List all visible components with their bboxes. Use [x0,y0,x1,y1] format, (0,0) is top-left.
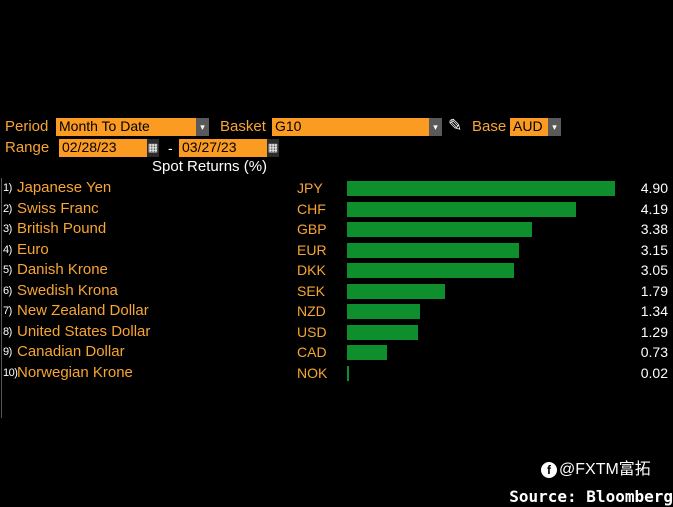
range-separator: - [168,140,173,156]
return-bar [347,324,418,340]
row-rank: 1) [3,182,12,194]
chart-row[interactable]: 8) United States Dollar USD 1.29 [0,322,673,342]
currency-code: NZD [297,303,326,319]
row-rank: 7) [3,305,12,317]
currency-code: CAD [297,344,327,360]
chart-row[interactable]: 3) British Pound GBP 3.38 [0,219,673,239]
range-start-input[interactable]: 02/28/23 [59,139,147,157]
return-value: 0.73 [640,344,668,360]
chart-row[interactable]: 5) Danish Krone DKK 3.05 [0,260,673,280]
return-value: 1.79 [640,282,668,299]
return-bar [347,222,532,237]
return-bar [347,345,387,360]
basket-dropdown[interactable]: G10 [272,118,429,136]
watermark-text: @FXTM富拓 [559,461,651,478]
range-end-calendar-icon[interactable]: ▦ [267,139,279,157]
currency-name: United States Dollar [17,322,151,340]
currency-code: GBP [297,221,327,237]
base-label: Base [472,118,507,135]
return-bar [347,365,349,381]
range-label: Range [5,139,50,156]
row-rank: 2) [3,202,12,215]
currency-name: Danish Krone [17,261,108,278]
currency-code: DKK [297,262,326,278]
fxtm-watermark: f @FXTM富拓 [541,460,651,480]
chart-row[interactable]: 4) Euro EUR 3.15 [0,240,673,260]
currency-code: USD [297,323,327,340]
currency-code: SEK [297,282,326,299]
return-value: 3.38 [640,221,668,237]
basket-chevron-down-icon[interactable]: ▾ [429,118,442,136]
facebook-icon: f [541,461,557,478]
chart-row[interactable]: 7) New Zealand Dollar NZD 1.34 [0,301,673,321]
return-bar [347,181,615,196]
currency-code: CHF [297,200,326,217]
chart-row[interactable]: 6) Swedish Krona SEK 1.79 [0,281,673,301]
currency-name: Canadian Dollar [17,343,125,360]
base-dropdown[interactable]: AUD [510,118,548,136]
currency-code: EUR [297,241,327,258]
row-rank: 9) [3,346,12,358]
row-rank: 3) [3,223,12,235]
source-credit: Source: Bloomberg [509,487,673,506]
chart-row[interactable]: 1) Japanese Yen JPY 4.90 [0,178,673,198]
return-value: 1.29 [640,323,668,340]
currency-name: Japanese Yen [17,179,112,196]
chart-row[interactable]: 9) Canadian Dollar CAD 0.73 [0,342,673,362]
return-bar [347,263,514,278]
range-end-input[interactable]: 03/27/23 [179,139,267,157]
base-chevron-down-icon[interactable]: ▾ [548,118,561,136]
currency-name: Norwegian Krone [17,363,133,381]
currency-name: Swedish Krona [17,281,118,299]
return-value: 3.15 [640,241,668,258]
period-dropdown[interactable]: Month To Date [56,118,196,136]
row-rank: 4) [3,243,12,256]
chart-row[interactable]: 10) Norwegian Krone NOK 0.02 [0,363,673,383]
row-rank: 10) [3,366,18,379]
left-divider [1,178,2,418]
return-value: 4.90 [640,180,668,196]
row-rank: 6) [3,284,12,297]
return-bar [347,242,520,258]
period-chevron-down-icon[interactable]: ▾ [196,118,209,136]
basket-label: Basket [220,118,266,135]
currency-name: New Zealand Dollar [17,302,149,319]
return-bar [347,304,421,319]
return-value: 1.34 [640,303,668,319]
return-value: 4.19 [640,200,668,217]
chart-title: Spot Returns (%) [152,158,268,175]
return-value: 0.02 [640,364,668,381]
return-bar [347,283,445,299]
chart-row[interactable]: 2) Swiss Franc CHF 4.19 [0,199,673,219]
row-rank: 8) [3,325,12,338]
currency-name: Euro [17,240,49,258]
period-label: Period [5,118,49,135]
currency-code: NOK [297,364,328,381]
pencil-icon[interactable]: ✎ [448,116,463,135]
currency-name: Swiss Franc [17,199,99,217]
row-rank: 5) [3,264,12,276]
return-value: 3.05 [640,262,668,278]
return-bar [347,201,577,217]
range-start-calendar-icon[interactable]: ▦ [147,139,159,157]
currency-code: JPY [297,180,323,196]
currency-name: British Pound [17,220,107,237]
